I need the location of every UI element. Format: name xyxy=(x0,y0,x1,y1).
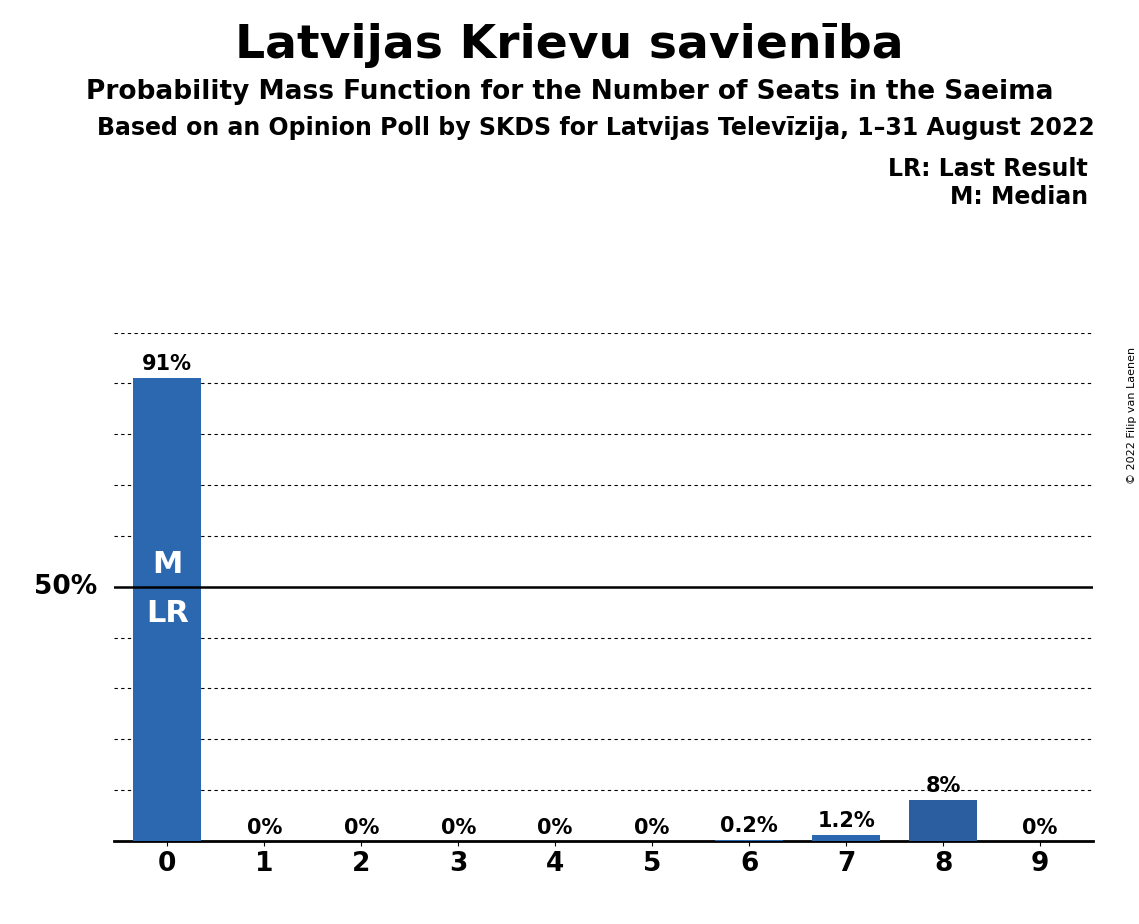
Bar xyxy=(133,379,202,841)
Bar xyxy=(909,800,977,841)
Bar xyxy=(715,840,784,841)
Text: Latvijas Krievu savienība: Latvijas Krievu savienība xyxy=(235,23,904,68)
Bar xyxy=(812,834,880,841)
Text: 0%: 0% xyxy=(1023,818,1058,838)
Text: Probability Mass Function for the Number of Seats in the Saeima: Probability Mass Function for the Number… xyxy=(85,79,1054,104)
Text: Based on an Opinion Poll by SKDS for Latvijas Televīzija, 1–31 August 2022: Based on an Opinion Poll by SKDS for Lat… xyxy=(97,116,1095,140)
Text: 50%: 50% xyxy=(34,574,98,600)
Text: © 2022 Filip van Laenen: © 2022 Filip van Laenen xyxy=(1126,347,1137,484)
Text: 8%: 8% xyxy=(925,776,961,796)
Text: 1.2%: 1.2% xyxy=(818,810,875,831)
Text: LR: Last Result: LR: Last Result xyxy=(888,157,1088,181)
Text: 0%: 0% xyxy=(538,818,573,838)
Text: 0%: 0% xyxy=(246,818,282,838)
Text: M: Median: M: Median xyxy=(950,185,1088,209)
Text: M: M xyxy=(151,550,182,579)
Text: 0%: 0% xyxy=(634,818,670,838)
Text: 91%: 91% xyxy=(142,354,192,374)
Text: 0%: 0% xyxy=(441,818,476,838)
Text: 0%: 0% xyxy=(344,818,379,838)
Text: 0.2%: 0.2% xyxy=(720,816,778,835)
Text: LR: LR xyxy=(146,600,189,628)
